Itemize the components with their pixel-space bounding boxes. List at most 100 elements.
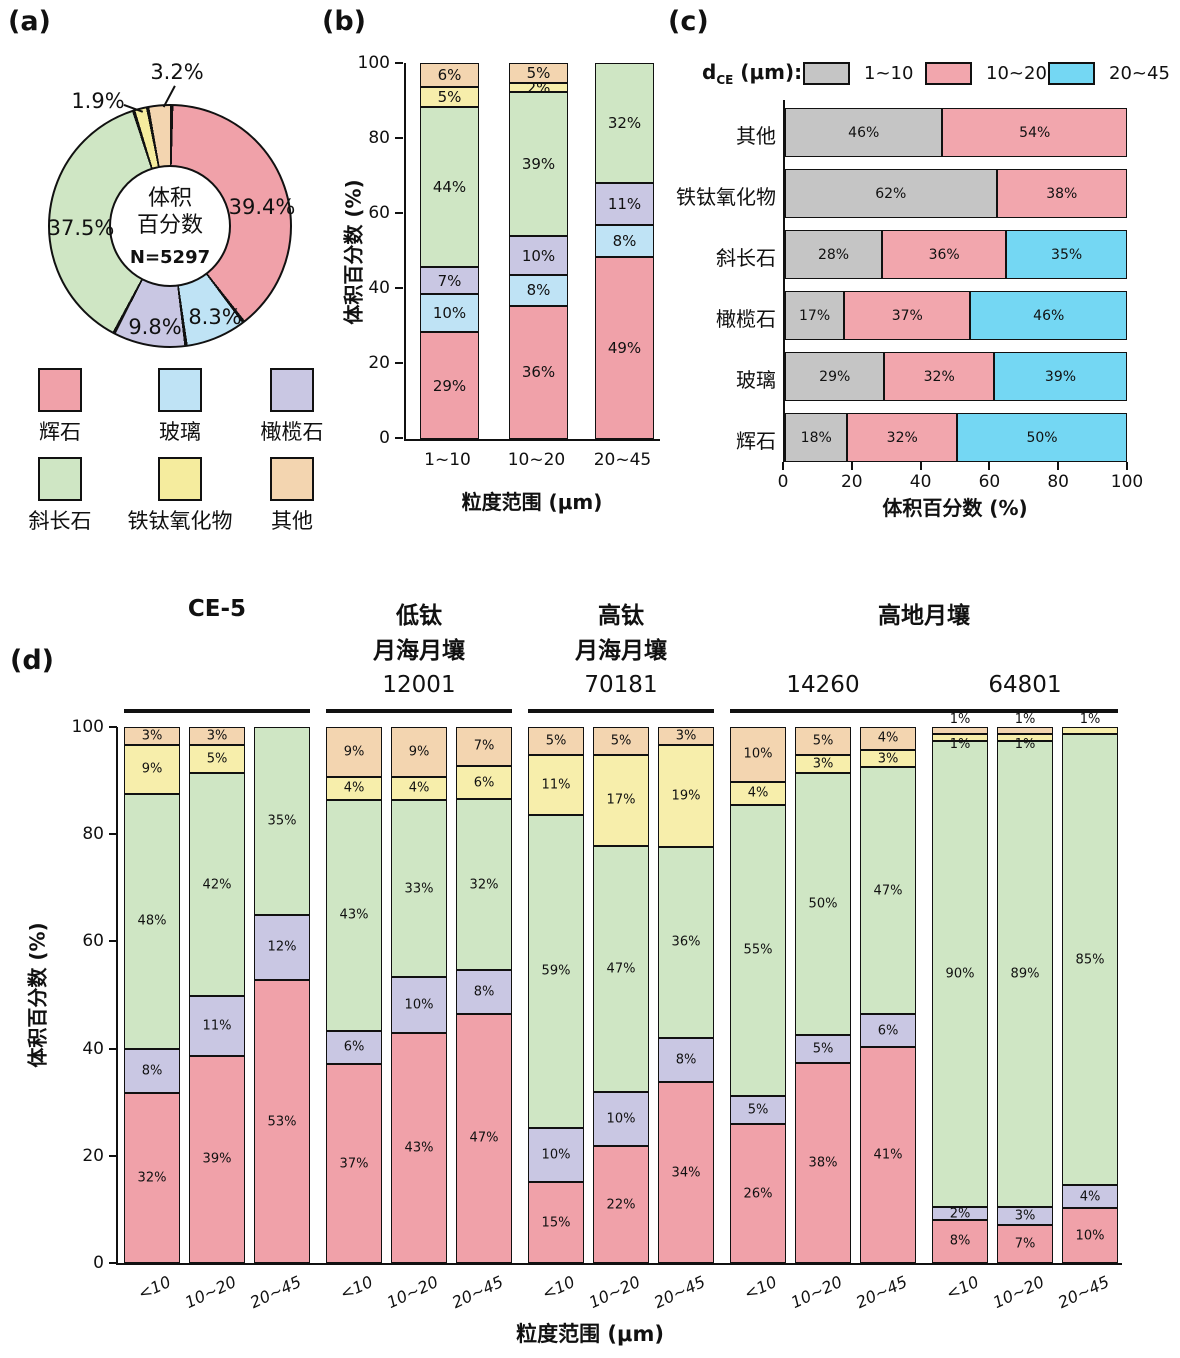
bar-segment: 4% (730, 781, 786, 805)
bar-segment: 7% (456, 727, 512, 766)
bar-segment-label: 8% (675, 1052, 697, 1068)
panel-c-x-axis-label: 体积百分数 (%) (882, 496, 1028, 520)
bar-segment-label: 33% (404, 881, 434, 897)
bar-segment: 38% (996, 169, 1127, 218)
bar-segment-label: 37% (891, 307, 923, 324)
x-tick-label: <10 (741, 1272, 781, 1304)
x-tick-label: <10 (337, 1272, 377, 1304)
panel-d-x-axis-line (116, 1263, 1122, 1266)
bar-segment-label: 5% (812, 1041, 834, 1057)
bar-segment-label: 50% (808, 896, 838, 912)
bar-segment: 18% (785, 413, 848, 462)
x-tick-label: 20~45 (448, 1272, 507, 1313)
group-title: 低钛 (396, 603, 442, 629)
category-label: 辉石 (736, 429, 776, 453)
bar-segment-label: 1% (949, 737, 971, 753)
legend-swatch (38, 368, 82, 412)
group-sample-id: 70181 (584, 672, 658, 698)
stacked-row: 62% 38% (785, 169, 1127, 218)
bar-segment: 3% (795, 755, 851, 773)
bar-segment: 19% (658, 744, 714, 847)
bar-segment-label: 9% (141, 761, 163, 777)
legend-swatch (803, 62, 850, 85)
bar-segment-label: 39% (1044, 368, 1077, 385)
y-tick-mark (109, 726, 117, 728)
bar-segment: 44% (420, 106, 479, 268)
stacked-row: 29% 32% 39% (785, 352, 1127, 401)
bar-segment: 32% (847, 413, 957, 462)
bar-segment: 26% (730, 1124, 786, 1263)
group-super-title: 高地月壤 (878, 603, 970, 629)
bar-segment: 10% (509, 236, 568, 275)
stacked-bar: 34% 8% 36% 19% 3% (658, 727, 714, 1263)
bar-segment-label: 4% (408, 780, 430, 796)
panel-b-label: (b) (322, 6, 367, 37)
stacked-bar: 37% 6% 43% 4% 9% (326, 727, 382, 1263)
bar-segment-label: 3% (877, 751, 899, 767)
group-sample-id: 64801 (988, 672, 1062, 698)
x-tick-mark (1057, 462, 1060, 470)
x-tick-label: 20~45 (650, 1272, 709, 1313)
donut-center-title-line2: 百分数 (136, 212, 203, 238)
bar-segment-label: 5% (747, 1102, 769, 1118)
bar-segment: 11% (595, 182, 654, 226)
y-tick-label: 100 (71, 717, 104, 737)
bar-segment-label: 1% (1014, 737, 1036, 753)
stacked-row: 28% 36% 35% (785, 230, 1127, 279)
panel-c-plot-area: 46% 54% 62% 38% 28% 36% 35% 17% 37% 46% 29% 32% 39% 1… (783, 100, 1127, 462)
bar-segment: 3% (189, 727, 245, 745)
y-tick-label: 20 (368, 353, 390, 373)
bar-segment: 43% (326, 800, 382, 1031)
bar-segment-label: 29% (432, 376, 467, 395)
panel-b-y-axis-label: 体积百分数 (%) (341, 179, 366, 325)
bar-segment-label: 5% (812, 733, 834, 749)
bar-segment-label: 3% (141, 728, 163, 744)
bar-segment: 4% (391, 776, 447, 801)
bar-segment: 4% (860, 727, 916, 750)
y-tick-mark (395, 437, 403, 439)
x-tick-label: 20 (840, 472, 863, 492)
y-tick-label: 60 (82, 931, 104, 952)
stacked-bar: 8% 2% 90% 1% 1% (932, 712, 988, 1263)
y-tick-mark (109, 833, 117, 836)
bar-segment: 38% (795, 1063, 851, 1263)
bar-segment: 8% (509, 274, 568, 306)
bar-segment-label: 90% (945, 966, 975, 982)
bar-segment: 55% (730, 804, 786, 1096)
bar-segment-label: 35% (267, 813, 297, 829)
stacked-bar: 38% 5% 50% 3% 5% (795, 726, 851, 1263)
bar-segment-label: 43% (339, 907, 369, 923)
bar-segment: 8% (658, 1038, 714, 1083)
bar-segment: 2% (932, 1206, 988, 1221)
stacked-bar: 39% 11% 42% 5% 3% (189, 727, 245, 1263)
panel-b-x-axis-label: 粒度范围 (μm) (461, 490, 603, 514)
category-label: 斜长石 (716, 246, 776, 270)
bar-segment-label: 47% (873, 883, 903, 899)
group-underline (124, 709, 310, 713)
bar-segment: 6% (860, 1014, 916, 1048)
bar-segment-label: 6% (437, 65, 462, 84)
stacked-bar: 32% 8% 48% 9% 3% (124, 727, 180, 1263)
bar-segment-label: 6% (343, 1039, 365, 1055)
stacked-bar: 22% 10% 47% 17% 5% (593, 727, 649, 1263)
legend-label: 斜长石 (28, 509, 92, 533)
bar-segment-label: 8% (612, 231, 637, 250)
bar-segment: 7% (420, 267, 479, 295)
x-tick-mark (919, 462, 922, 470)
bar-segment: 59% (528, 815, 584, 1128)
bar-segment: 9% (391, 727, 447, 777)
bar-segment-label: 9% (343, 744, 365, 760)
bar-segment-label: 1% (1079, 712, 1101, 727)
bar-segment-label: 54% (1019, 124, 1051, 141)
bar-segment-label: 55% (743, 942, 773, 958)
stacked-bar: 26% 5% 55% 4% 10% (730, 727, 786, 1263)
bar-segment: 29% (785, 352, 885, 401)
bar-segment: 10% (593, 1092, 649, 1147)
y-tick-label: 60 (368, 203, 390, 223)
bar-segment-label: 36% (928, 246, 960, 263)
stacked-row: 17% 37% 46% (785, 291, 1127, 340)
legend-label: 20~45 (1109, 63, 1170, 84)
panel-b-plot-area: 29% 10% 7% 44% 5% 6% 36% 8% 10% 39% 2% 5% 49% 8% 11% 32… (404, 62, 660, 441)
panel-d-label: (d) (10, 645, 55, 676)
legend-swatch (925, 62, 972, 85)
